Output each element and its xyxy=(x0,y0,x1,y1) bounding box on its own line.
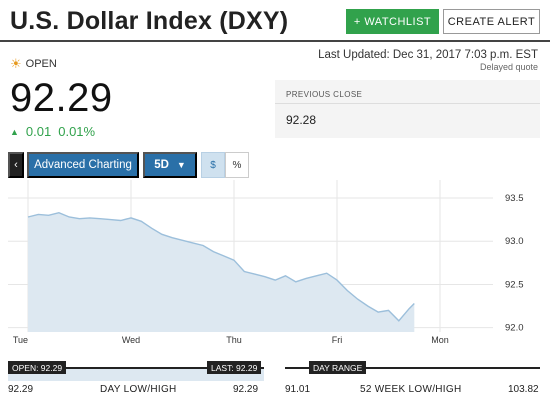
previous-close-value: 92.28 xyxy=(286,113,317,127)
y-tick-label: 92.0 xyxy=(505,323,524,334)
previous-close-label: PREVIOUS CLOSE xyxy=(286,90,363,99)
previous-close-panel: PREVIOUS CLOSE 92.28 xyxy=(275,80,540,138)
price-area xyxy=(28,212,415,332)
x-tick-label: Thu xyxy=(226,335,242,345)
week-range-label: 52 WEEK LOW/HIGH xyxy=(360,384,462,395)
week-range-high: 103.82 xyxy=(508,384,539,395)
last-updated: Last Updated: Dec 31, 2017 7:03 p.m. EST xyxy=(318,49,538,61)
week-range-tag: DAY RANGE xyxy=(309,361,367,374)
advanced-charting-button[interactable]: Advanced Charting xyxy=(27,152,139,178)
day-range-bar xyxy=(8,369,264,381)
previous-close-divider xyxy=(275,103,540,104)
up-triangle-icon: ▲ xyxy=(10,126,19,137)
percent-toggle[interactable]: % xyxy=(225,152,249,178)
day-last-tag: LAST: 92.29 xyxy=(207,361,262,374)
chevron-left-icon[interactable]: ‹ xyxy=(8,152,24,178)
y-tick-label: 93.5 xyxy=(505,193,524,204)
price-change: ▲ 0.01 0.01% xyxy=(10,124,95,139)
page-title: U.S. Dollar Index (DXY) xyxy=(10,7,289,35)
change-value: 0.01 xyxy=(25,124,52,139)
period-dropdown[interactable]: 5D ▼ xyxy=(143,152,197,178)
day-range-label: DAY LOW/HIGH xyxy=(100,384,177,395)
y-axis: 93.5 93.0 92.5 92.0 xyxy=(505,193,524,334)
y-tick-label: 92.5 xyxy=(505,279,524,290)
current-price: 92.29 xyxy=(10,76,113,120)
week-range-low: 91.01 xyxy=(285,384,311,395)
x-axis: Tue Wed Thu Fri Mon xyxy=(13,335,449,345)
day-range-rule xyxy=(8,367,264,369)
dollar-toggle[interactable]: $ xyxy=(201,152,225,178)
x-tick-label: Fri xyxy=(332,335,343,345)
x-tick-label: Wed xyxy=(122,335,140,345)
watchlist-button[interactable]: + WATCHLIST xyxy=(346,9,439,34)
y-tick-label: 93.0 xyxy=(505,236,524,247)
week-range-rule xyxy=(285,367,540,369)
caret-down-icon: ▼ xyxy=(176,160,186,170)
price-chart[interactable]: 93.5 93.0 92.5 92.0 Tue Wed Thu Fri Mon xyxy=(8,180,540,352)
delayed-quote-note: Delayed quote xyxy=(479,62,538,72)
market-status: ☀ OPEN xyxy=(10,57,57,70)
x-tick-label: Tue xyxy=(13,335,28,345)
day-open-tag: OPEN: 92.29 xyxy=(8,361,67,374)
header-divider xyxy=(0,40,550,42)
x-tick-label: Mon xyxy=(431,335,449,345)
day-range-high: 92.29 xyxy=(233,384,259,395)
price-line xyxy=(27,211,415,322)
period-label: 5D xyxy=(154,159,169,171)
create-alert-button[interactable]: CREATE ALERT xyxy=(443,9,540,34)
change-percent: 0.01% xyxy=(58,124,96,139)
day-range-low: 92.29 xyxy=(8,384,34,395)
sun-icon: ☀ xyxy=(10,56,22,71)
market-status-label: OPEN xyxy=(25,57,57,70)
